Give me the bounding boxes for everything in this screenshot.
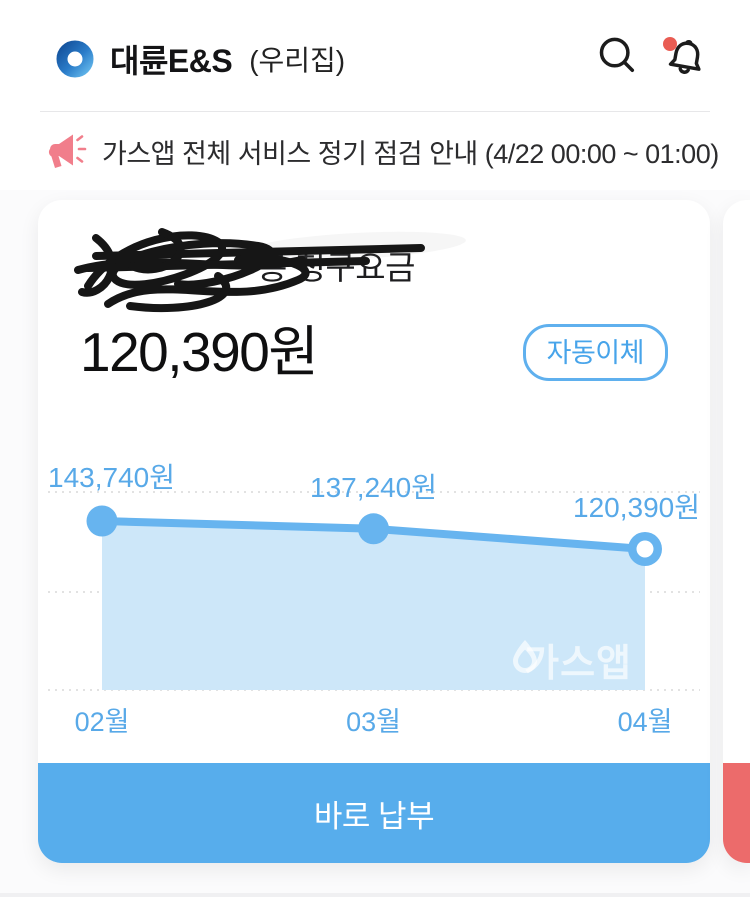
app-title: 대륜E&S <box>110 42 233 79</box>
notification-badge-dot <box>663 36 677 51</box>
notification-button[interactable] <box>662 34 710 84</box>
bill-history-chart: 가스앱 143,740원 137,240원 120,390원 02월 03월 04월 <box>38 440 710 740</box>
search-button[interactable] <box>594 34 642 84</box>
app-subtitle: (우리집) <box>249 44 346 76</box>
svg-text:가스앱: 가스앱 <box>524 643 632 685</box>
pay-now-button[interactable]: 바로 납부 <box>38 763 710 863</box>
svg-text:143,740원: 143,740원 <box>48 462 175 493</box>
svg-text:120,390원: 120,390원 <box>573 492 700 523</box>
search-icon <box>596 37 640 82</box>
bill-card: 총 청구요금 120,390원 <box>38 200 710 863</box>
footer-space <box>0 897 750 919</box>
notice-banner[interactable]: 가스앱 전체 서비스 정기 점검 안내 (4/22 00:00 ~ 01:00) <box>0 112 750 190</box>
bill-amount-row: 120,390원 자동이체 <box>80 322 668 382</box>
next-card-button-peek <box>723 763 750 863</box>
bill-title-row: 총 청구요금 <box>74 228 668 313</box>
autopay-badge: 자동이체 <box>522 323 668 381</box>
watermark: 가스앱 <box>513 640 632 685</box>
svg-text:04월: 04월 <box>618 707 673 737</box>
svg-text:03월: 03월 <box>346 707 401 737</box>
app-identity: 대륜E&S (우리집) <box>55 36 345 82</box>
notice-text: 가스앱 전체 서비스 정기 점검 안내 (4/22 00:00 ~ 01:00) <box>102 138 719 169</box>
appbar-actions <box>594 34 710 84</box>
bill-card-carousel[interactable]: 총 청구요금 120,390원 <box>0 190 750 893</box>
app-header: 대륜E&S (우리집) <box>0 0 750 111</box>
megaphone-icon <box>45 130 87 172</box>
section-divider <box>0 893 750 897</box>
bill-amount: 120,390원 <box>80 321 319 383</box>
svg-text:137,240원: 137,240원 <box>310 472 437 503</box>
next-bill-card-peek[interactable] <box>723 200 750 863</box>
redaction-scribble-icon <box>74 228 466 313</box>
app-logo-icon <box>55 39 95 79</box>
bell-icon <box>663 40 709 83</box>
header-divider <box>40 111 710 112</box>
svg-text:02월: 02월 <box>75 707 130 737</box>
